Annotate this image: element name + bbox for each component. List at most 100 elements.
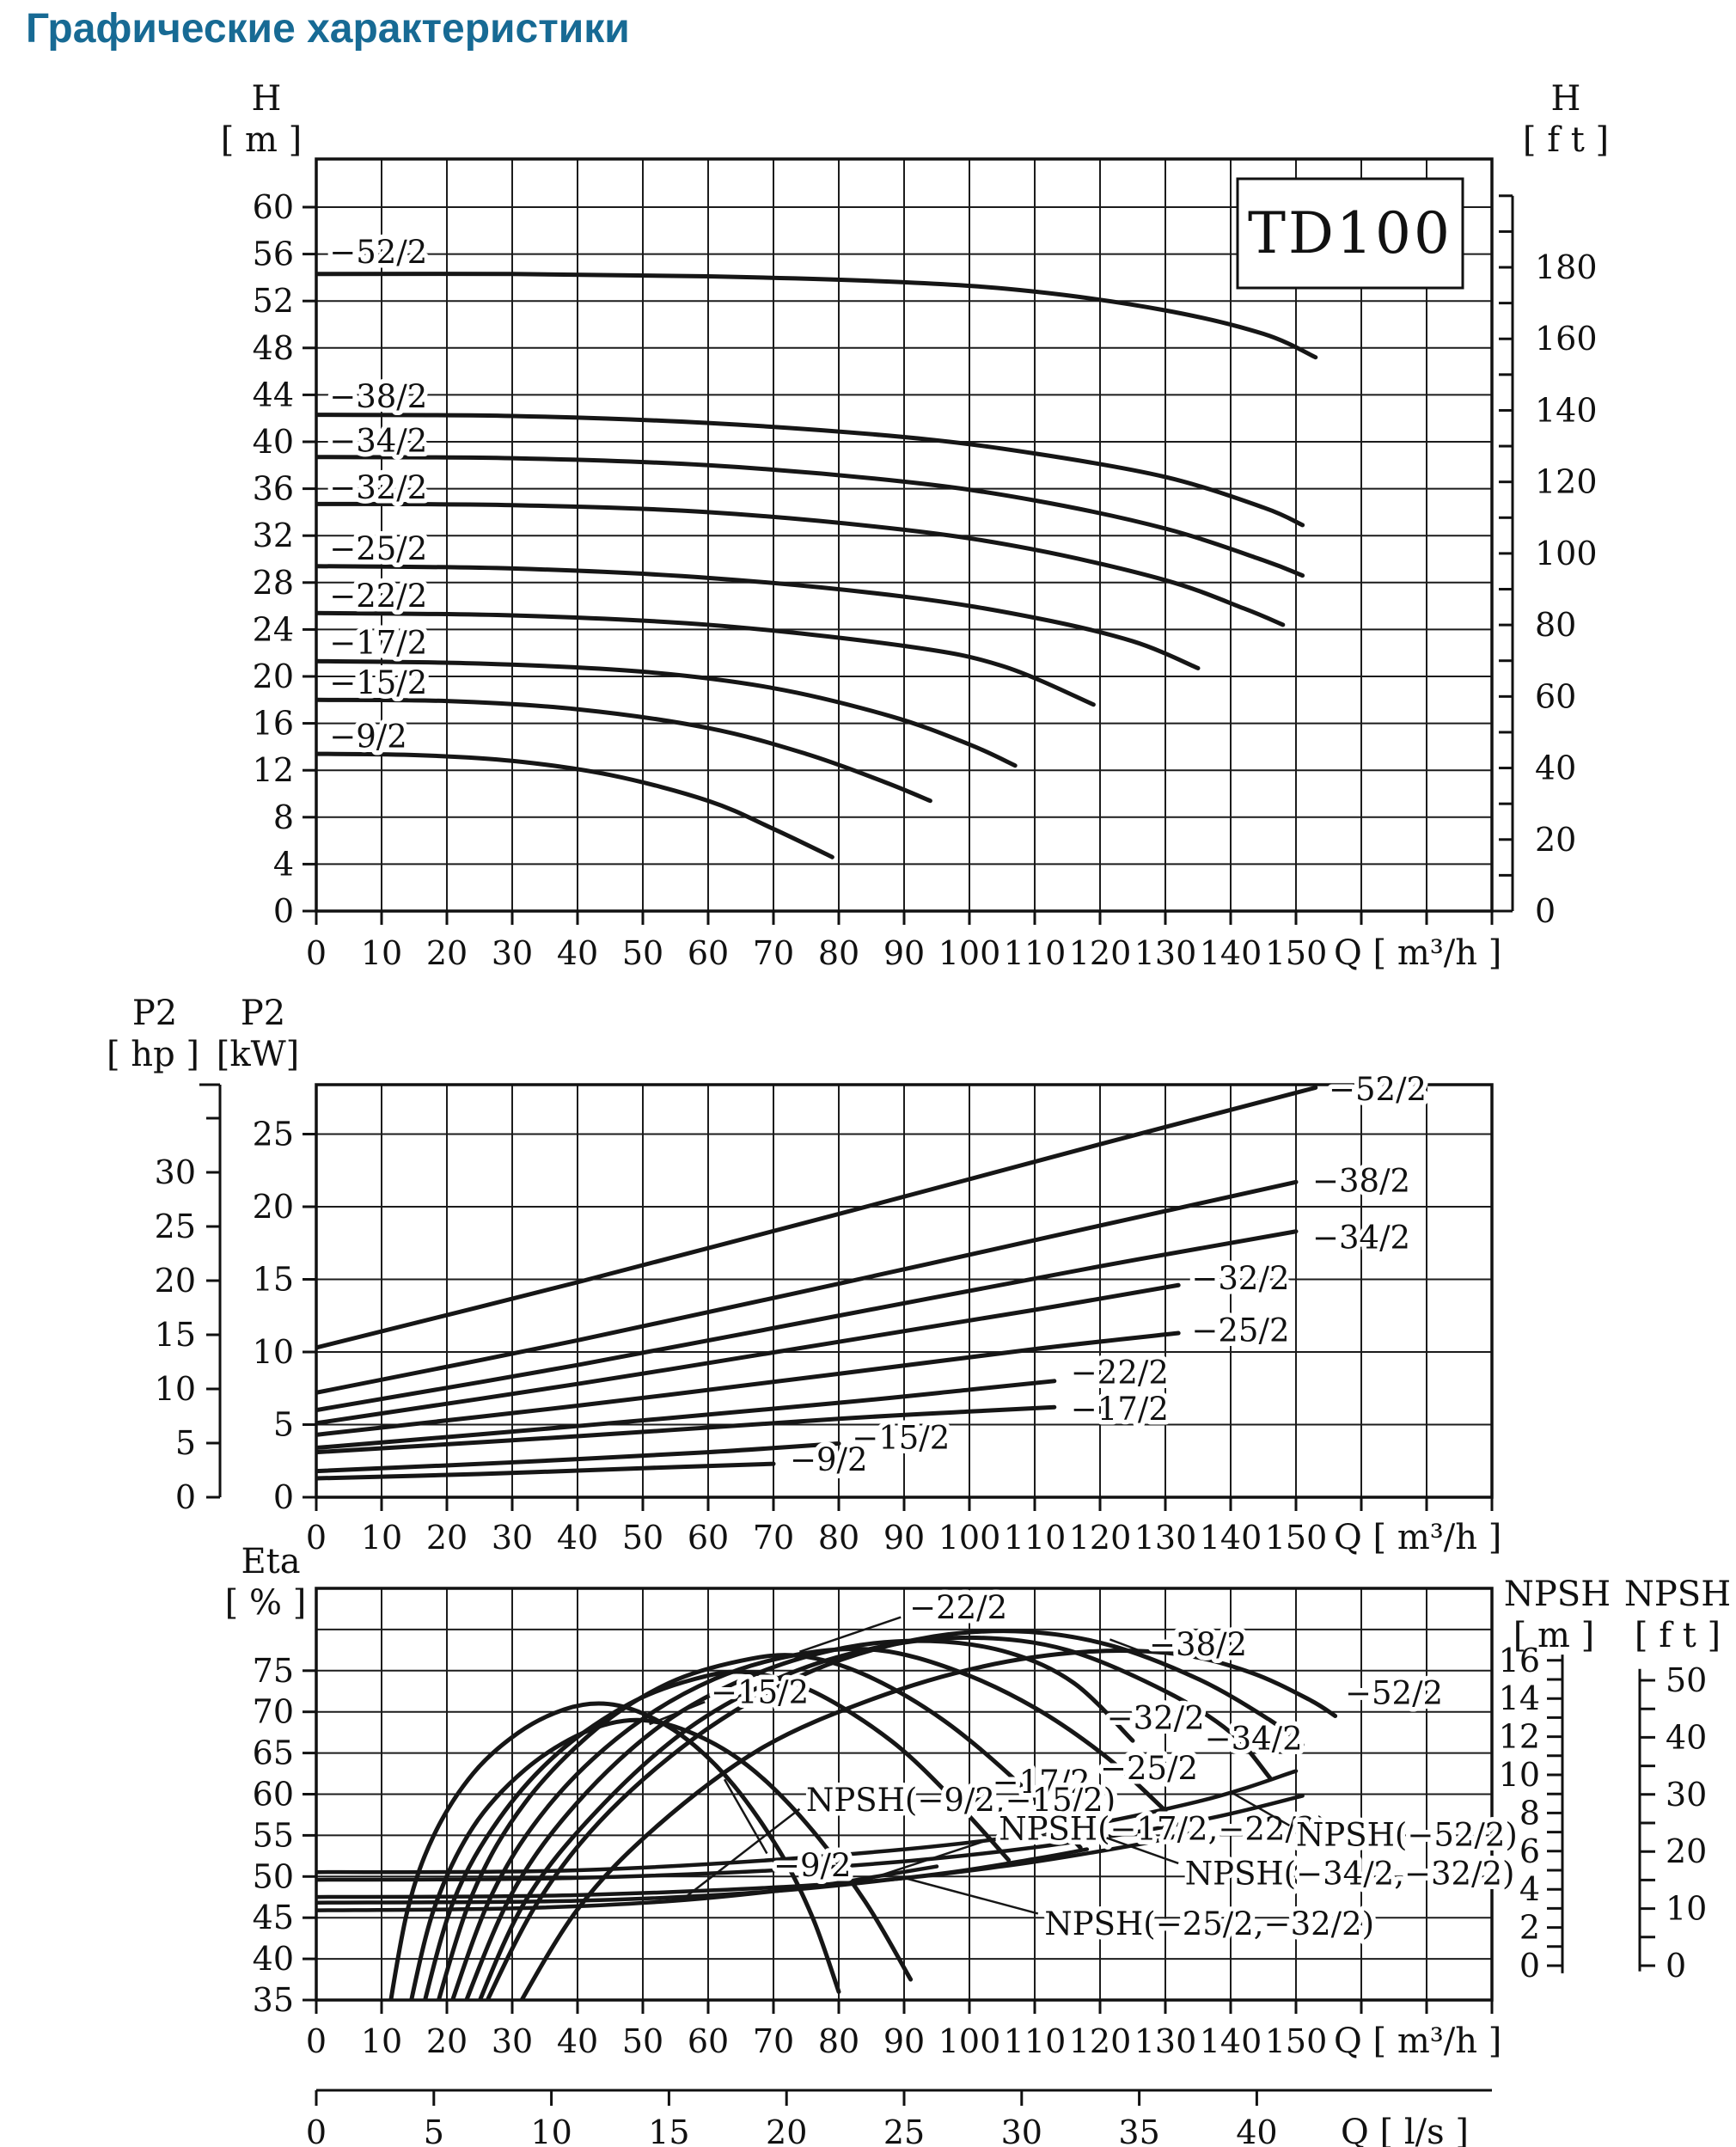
npsh-m-tick-label: 14	[1499, 1679, 1540, 1717]
curve-label: −22/2	[1071, 1355, 1169, 1392]
x-tick-label: 140	[1200, 2022, 1262, 2060]
curve-label: −17/2	[1071, 1391, 1169, 1428]
curve--25-2	[316, 1330, 1181, 1437]
curve-NPSH-34-2-32-2-	[316, 1794, 1305, 1882]
y-tick-label: 48	[253, 329, 294, 367]
curve--52-2	[519, 1648, 1338, 2000]
y-axis-unit: [ % ]	[225, 1583, 307, 1623]
ft-tick-label: 100	[1535, 535, 1598, 572]
curve--9-2	[316, 751, 834, 859]
curve-label: −25/2	[1191, 1312, 1289, 1349]
curve--9-2	[388, 1701, 841, 2000]
curve-label: −38/2	[1149, 1626, 1247, 1663]
x-tick-label: 70	[753, 2022, 794, 2060]
label-leader-line	[798, 1616, 902, 1653]
x-axis-unit-label: Q [ m³/h ]	[1334, 933, 1501, 973]
curve--38-2	[316, 1179, 1299, 1395]
y-tick-label: 36	[253, 470, 294, 508]
curve-label: −38/2	[329, 378, 427, 415]
x-tick-label: 80	[818, 1519, 859, 1557]
curve--15-2	[409, 1717, 914, 2000]
lps-tick-label: 10	[530, 2113, 572, 2147]
model-box	[1236, 177, 1464, 290]
x-tick-label: 100	[938, 934, 1001, 972]
npsh-ft-axis-label: NPSH	[1624, 1575, 1731, 1614]
x-tick-label: 40	[557, 934, 598, 972]
hp-axis: 0 5 10 15 20 25 30 P2[ hp ]	[107, 994, 222, 1516]
label-leader-line	[681, 1808, 801, 1901]
y-tick-label: 45	[253, 1899, 294, 1936]
y-tick-label: 52	[253, 282, 294, 320]
ft-tick-label: 120	[1535, 463, 1598, 501]
hp-axis-label: P2	[132, 994, 177, 1033]
curve-label: −34/2	[1205, 1720, 1303, 1757]
y-tick-label: 60	[253, 1776, 294, 1814]
y-axis-label: H	[252, 79, 282, 119]
y-tick-label: 10	[253, 1333, 294, 1371]
y-axis-unit: [ m ]	[221, 120, 303, 160]
npsh-m-tick-label: 6	[1519, 1832, 1540, 1870]
curve--22-2	[436, 1653, 1083, 2000]
hp-tick-label: 5	[175, 1424, 196, 1462]
curve--17-2	[423, 1669, 1012, 2000]
curve--32-2	[316, 501, 1286, 627]
curve-label: −25/2	[329, 530, 427, 567]
curve-label: −17/2	[993, 1764, 1091, 1801]
npsh-ft-tick-label: 20	[1666, 1832, 1707, 1870]
curve-label: −32/2	[329, 469, 427, 506]
curve--17-2	[316, 1404, 1057, 1455]
x-tick-label: 0	[306, 1519, 327, 1557]
x-tick-label: 50	[622, 1519, 663, 1557]
x-tick-label: 10	[361, 2022, 402, 2060]
lps-axis-unit-label: Q [ l/s ]	[1341, 2113, 1469, 2147]
npsh-ft-tick-label: 40	[1666, 1718, 1707, 1756]
x-tick-label: 140	[1200, 1519, 1262, 1557]
y-tick-label: 35	[253, 1981, 294, 2019]
curve-label: −9/2	[773, 1847, 852, 1884]
x-tick-label: 150	[1265, 2022, 1328, 2060]
y-tick-label: 12	[253, 751, 294, 789]
x-tick-label: 130	[1134, 2022, 1197, 2060]
hp-tick-label: 15	[155, 1316, 196, 1354]
x-tick-label: 100	[938, 2022, 1001, 2060]
x-tick-label: 120	[1069, 1519, 1132, 1557]
npsh-ft-tick-label: 50	[1666, 1661, 1707, 1699]
curve-label: −22/2	[329, 578, 427, 615]
npsh-m-tick-label: 2	[1519, 1909, 1540, 1947]
x-tick-label: 0	[306, 2022, 327, 2060]
y-tick-label: 20	[253, 1188, 294, 1226]
x-tick-label: 10	[361, 1519, 402, 1557]
curve--34-2	[316, 455, 1305, 578]
x-tick-label: 20	[426, 2022, 468, 2060]
curve-label: −17/2	[329, 624, 427, 661]
npsh-m-tick-label: 12	[1499, 1718, 1540, 1756]
ft-tick-label: 0	[1535, 892, 1556, 930]
npsh-m-tick-label: 10	[1499, 1756, 1540, 1794]
lps-ruler: 0 5 10 15 20 25 30 35 40 Q [ l/s ]	[306, 2089, 1492, 2147]
x-tick-label: 120	[1069, 2022, 1132, 2060]
x-tick-label: 30	[492, 1519, 533, 1557]
x-tick-label: 150	[1265, 1519, 1328, 1557]
curve--9-2	[316, 1461, 776, 1481]
curve--25-2	[450, 1646, 1168, 2000]
npsh-ft-tick-label: 0	[1666, 1947, 1686, 1985]
curve-label: −9/2	[790, 1441, 868, 1478]
curve-label: −52/2	[1345, 1675, 1443, 1712]
y-tick-label: 5	[273, 1406, 294, 1444]
label-leader-line	[1109, 1638, 1143, 1653]
curve-label: −34/2	[1312, 1219, 1410, 1256]
y-tick-label: 50	[253, 1857, 294, 1895]
label-leader-line	[649, 1701, 706, 1726]
ft-tick-label: 20	[1535, 821, 1576, 859]
curve--52-2	[316, 1085, 1318, 1350]
curve--32-2	[464, 1638, 1135, 2000]
curve-label: −52/2	[1329, 1071, 1427, 1108]
curve-NPSH-17-2-22-2-	[316, 1847, 1090, 1905]
x-tick-label: 20	[426, 1519, 468, 1557]
label-leader-line	[903, 1876, 1039, 1915]
curve--38-2	[316, 413, 1305, 528]
npsh-m-tick-label: 8	[1519, 1794, 1540, 1832]
curve-label: NPSH(−9/2,−15/2)	[806, 1782, 1116, 1819]
label-leader-line	[858, 1838, 993, 1884]
label-leader-line	[1233, 1793, 1291, 1826]
